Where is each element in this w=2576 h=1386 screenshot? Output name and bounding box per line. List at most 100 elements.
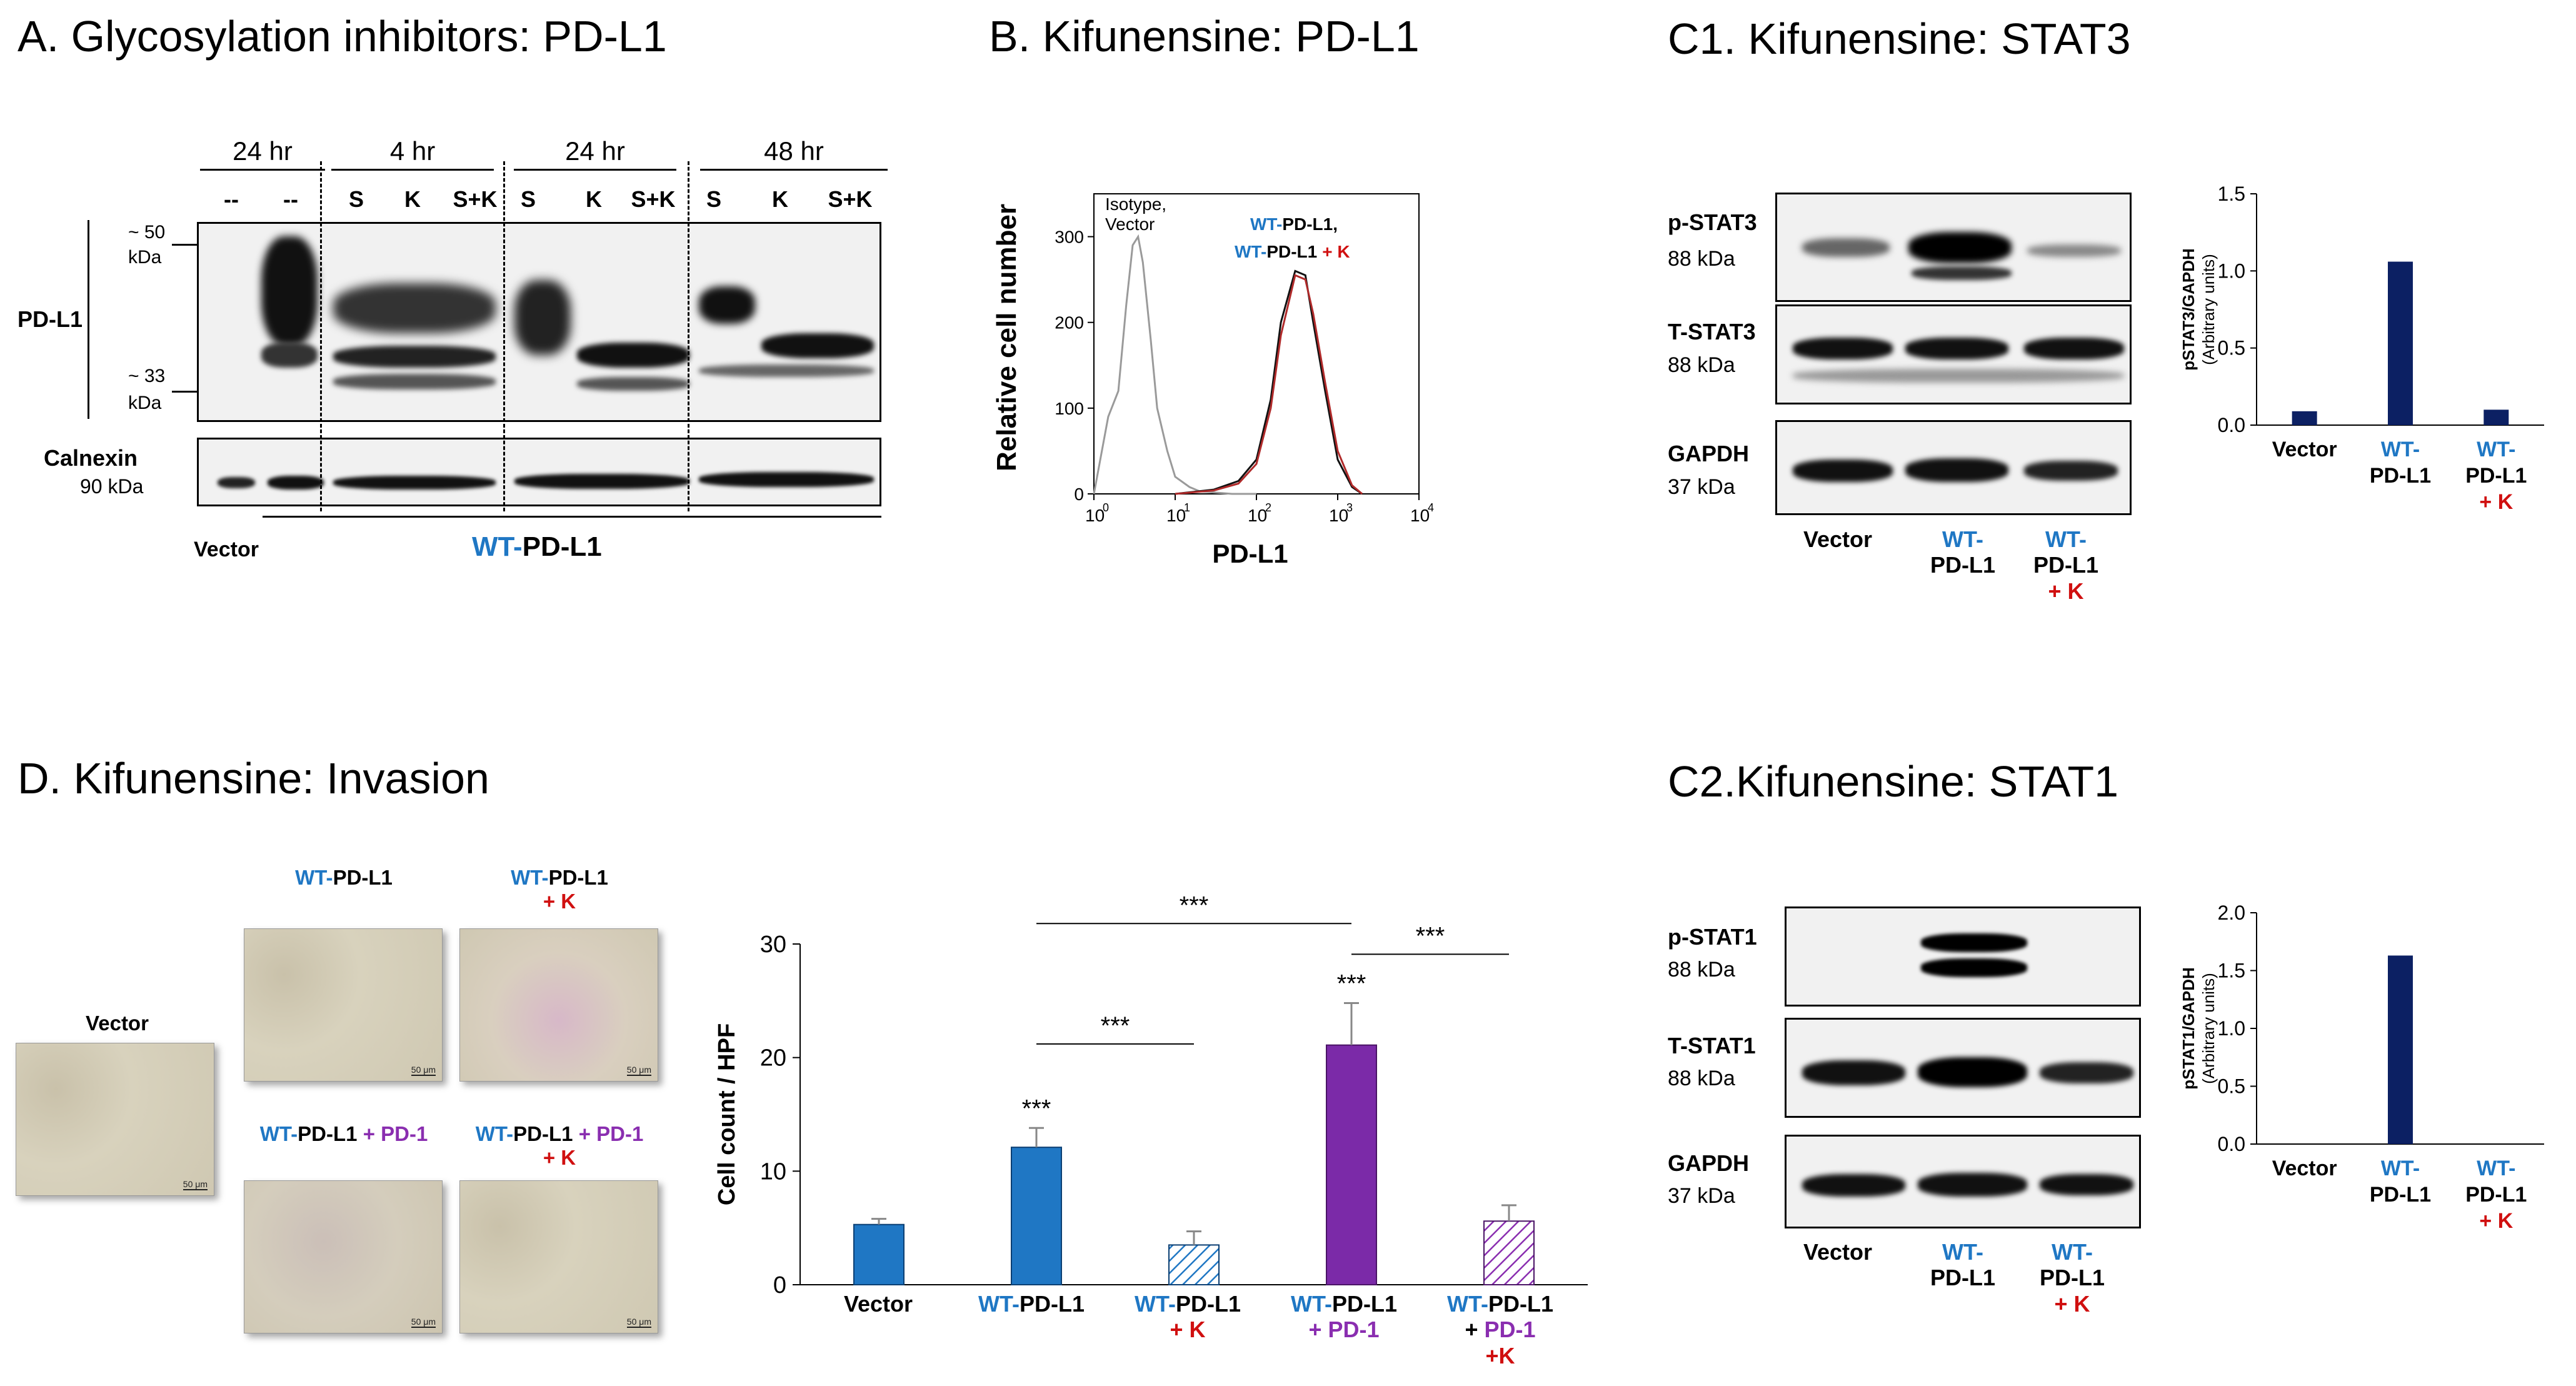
b-wt-label-2: WT-PD-L1 + K bbox=[1235, 242, 1350, 261]
p-stat3-blot bbox=[1775, 193, 2132, 302]
b-xtick-label: 10 bbox=[1248, 506, 1267, 525]
panel-d-title: D. Kifunensine: Invasion bbox=[18, 754, 489, 803]
b-xtick-label: 10 bbox=[1085, 506, 1105, 525]
time-group-label: 48 hr bbox=[764, 136, 824, 166]
b-ytick-label: 0 bbox=[1074, 485, 1084, 504]
c2-row-label: GAPDH bbox=[1668, 1150, 1750, 1176]
c1-row-label: GAPDH bbox=[1668, 441, 1750, 466]
bar bbox=[2388, 955, 2413, 1144]
d-xcat: WT-PD-L1 + K bbox=[1135, 1291, 1241, 1343]
c2-row-label: p-STAT1 bbox=[1668, 924, 1757, 950]
wt-group-line bbox=[263, 516, 881, 518]
b-xtick-label: 10 bbox=[1410, 506, 1430, 525]
lane-label: S+K bbox=[828, 186, 873, 212]
b-series-line bbox=[1093, 234, 1256, 495]
pd-l1-blot-label: PD-L1 bbox=[18, 306, 83, 332]
time-group-label: 24 hr bbox=[233, 136, 293, 166]
lane-separator bbox=[503, 161, 505, 511]
time-group-label: 24 hr bbox=[565, 136, 625, 166]
pd-l1-blot bbox=[197, 222, 881, 422]
y-axis-label-units: (Arbitrary units) bbox=[2199, 254, 2218, 365]
c1-row-kda: 88 kDa bbox=[1668, 353, 1735, 377]
b-plot-frame bbox=[1093, 193, 1420, 495]
vector-label: Vector bbox=[194, 538, 259, 561]
bar bbox=[2388, 261, 2413, 425]
x-category-label: Vector bbox=[2272, 1157, 2337, 1180]
bracket-label: *** bbox=[1416, 922, 1445, 950]
b-ylabel: Relative cell number bbox=[991, 204, 1022, 471]
x-category-label: WT-PD-L1 + K bbox=[2465, 438, 2527, 514]
marker-50-unit: kDa bbox=[128, 247, 162, 268]
y-tick-label: 0.0 bbox=[2218, 1133, 2245, 1155]
gapdh-c1-blot bbox=[1775, 420, 2132, 515]
lane-label: K bbox=[772, 186, 788, 212]
d-micrograph-wt: 50 μm bbox=[244, 928, 443, 1082]
y-axis-label: pSTAT1/GAPDH bbox=[2179, 967, 2198, 1089]
b-xtick-exponent: 1 bbox=[1184, 501, 1190, 514]
lane-label: K bbox=[586, 186, 602, 212]
b-xtick-exponent: 3 bbox=[1346, 501, 1353, 514]
b-xtick-exponent: 2 bbox=[1265, 501, 1271, 514]
time-group-line bbox=[700, 169, 888, 171]
x-category-label: WT-PD-L1 bbox=[2370, 438, 2431, 488]
marker-tick bbox=[172, 391, 202, 393]
t-stat3-blot bbox=[1775, 304, 2132, 404]
d-xcat: WT-PD-L1 + PD-1 +K bbox=[1447, 1291, 1553, 1368]
c1-lane-vector: Vector bbox=[1803, 526, 1873, 552]
marker-tick bbox=[172, 244, 202, 246]
lane-separator bbox=[688, 161, 689, 511]
b-iso-label-1: Isotype, bbox=[1105, 194, 1166, 214]
bar bbox=[853, 1223, 905, 1286]
bar bbox=[1483, 1220, 1535, 1285]
d-xcat: WT-PD-L1 + PD-1 bbox=[1291, 1291, 1397, 1343]
b-xtick-label: 10 bbox=[1329, 506, 1348, 525]
scale-bar: 50 μm bbox=[183, 1179, 208, 1190]
y-tick-label: 0.0 bbox=[2218, 414, 2245, 436]
c1-lane-wtk: WT- PD-L1 + K bbox=[2033, 526, 2098, 604]
y-tick-label: 1.0 bbox=[2218, 1017, 2245, 1040]
y-tick-label: 2.0 bbox=[2218, 901, 2245, 924]
scale-bar: 50 μm bbox=[411, 1065, 436, 1076]
bar bbox=[2292, 411, 2317, 425]
d-img-label-wt: WT-PD-L1 bbox=[295, 866, 393, 889]
marker-33-unit: kDa bbox=[128, 393, 162, 413]
d-img-label-wtpd1: WT-PD-L1 + PD-1 bbox=[259, 1122, 428, 1145]
bracket-label: *** bbox=[1101, 1012, 1130, 1040]
b-ytick-label: 300 bbox=[1055, 228, 1084, 247]
y-tick-label: 0.5 bbox=[2218, 337, 2245, 359]
wt-pd-l1-group-label: WT-PD-L1 bbox=[472, 531, 602, 562]
bar bbox=[1168, 1244, 1220, 1286]
scale-bar: 50 μm bbox=[626, 1065, 651, 1076]
y-tick-label: 0 bbox=[773, 1272, 786, 1298]
d-img-label-wtk: WT-PD-L1 + K bbox=[511, 866, 608, 913]
c2-row-label: T-STAT1 bbox=[1668, 1033, 1756, 1058]
y-tick-label: 10 bbox=[760, 1158, 786, 1185]
y-tick-label: 20 bbox=[760, 1045, 786, 1072]
calnexin-blot bbox=[197, 438, 881, 506]
c2-row-kda: 88 kDa bbox=[1668, 958, 1735, 982]
b-xtick-exponent: 0 bbox=[1103, 501, 1109, 514]
marker-50: ~ 50 bbox=[128, 222, 166, 243]
c2-row-kda: 37 kDa bbox=[1668, 1184, 1735, 1208]
marker-33: ~ 33 bbox=[128, 366, 166, 386]
time-group-line bbox=[200, 169, 325, 171]
p-stat1-blot bbox=[1785, 906, 2141, 1007]
b-series-line bbox=[1175, 274, 1363, 495]
panel-c1-title: C1. Kifunensine: STAT3 bbox=[1668, 14, 2131, 63]
significance-mark: *** bbox=[1337, 970, 1366, 997]
y-axis-label-units: (Arbitrary units) bbox=[2199, 973, 2218, 1084]
b-ytick-label: 100 bbox=[1055, 399, 1084, 418]
panel-a-title: A. Glycosylation inhibitors: PD-L1 bbox=[18, 12, 667, 61]
lane-label: K bbox=[404, 186, 421, 212]
lane-label: S+K bbox=[453, 186, 498, 212]
bar bbox=[1011, 1147, 1062, 1285]
t-stat1-blot bbox=[1785, 1018, 2141, 1118]
d-img-label-wtpd1k: WT-PD-L1 + PD-1 + K bbox=[475, 1122, 644, 1169]
c2-row-kda: 88 kDa bbox=[1668, 1067, 1735, 1090]
d-xcat: Vector bbox=[843, 1291, 913, 1317]
b-iso-label-2: Vector bbox=[1105, 214, 1155, 234]
x-category-label: Vector bbox=[2272, 438, 2337, 461]
y-tick-label: 1.5 bbox=[2218, 960, 2245, 982]
b-ytick-label: 200 bbox=[1055, 313, 1084, 333]
